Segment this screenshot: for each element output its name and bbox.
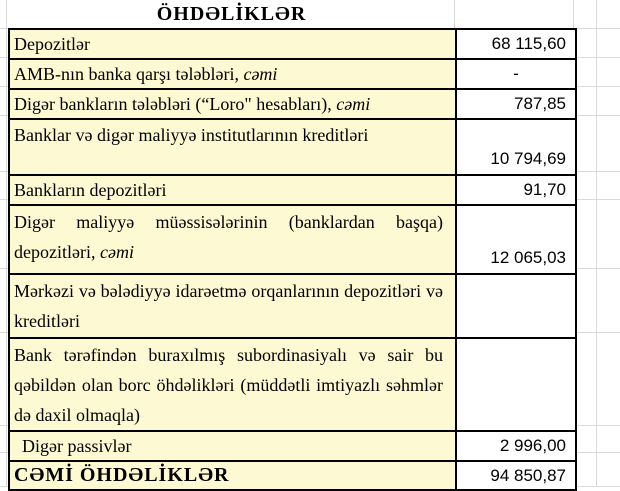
cell-label[interactable]: Mərkəzi və bələdiyyə idarəetmə orqanları… — [8, 273, 457, 339]
cell-label[interactable]: Bankların depozitləri — [8, 174, 457, 206]
cell-text-italic: cəmi — [336, 94, 371, 114]
cell-label[interactable]: Depozitlər — [8, 28, 457, 60]
cell-value[interactable]: 2 996,00 — [455, 430, 577, 462]
cell-label[interactable]: Digər passivlər — [8, 430, 457, 462]
cell-text-italic: cəmi — [243, 64, 278, 84]
cell-value[interactable]: 10 794,69 — [455, 118, 577, 176]
row-deposits: Depozitlər 68 115,60 — [8, 28, 577, 60]
cell-text: AMB-nın banka qarşı tələbləri, — [14, 64, 244, 84]
cell-label[interactable]: Digər bankların tələbləri (“Loro" hesabl… — [8, 88, 457, 120]
row-other-fin-deposits: Digər maliyyə müəssisələrinin (banklarda… — [8, 204, 577, 275]
cell-text: CƏMİ ÖHDƏLİKLƏR — [14, 464, 230, 486]
cell-value[interactable]: 94 850,87 — [455, 460, 577, 491]
row-total-liabilities: CƏMİ ÖHDƏLİKLƏR 94 850,87 — [8, 460, 577, 491]
cell-text-italic: cəmi — [99, 242, 134, 262]
row-bank-credits: Banklar və digər maliyyə institutlarının… — [8, 118, 577, 176]
row-amb-claims: AMB-nın banka qarşı tələbləri, cəmi - — [8, 58, 577, 90]
cell-label[interactable]: Banklar və digər maliyyə institutlarının… — [8, 118, 457, 176]
cell-text: Mərkəzi və bələdiyyə idarəetmə orqanları… — [14, 281, 443, 331]
row-subordinated-debt: Bank tərəfindən buraxılmış subordinasiya… — [8, 337, 577, 432]
liabilities-table: Depozitlər 68 115,60 AMB-nın banka qarşı… — [8, 28, 577, 491]
row-gov-deposits-credits: Mərkəzi və bələdiyyə idarəetmə orqanları… — [8, 273, 577, 339]
cell-label[interactable]: Digər maliyyə müəssisələrinin (banklarda… — [8, 204, 457, 275]
cell-label[interactable]: CƏMİ ÖHDƏLİKLƏR — [8, 460, 457, 491]
cell-text: Depozitlər — [14, 34, 90, 54]
row-other-liabilities: Digər passivlər 2 996,00 — [8, 430, 577, 462]
table-title: ÖHDƏLİKLƏR — [156, 3, 307, 25]
cell-value[interactable] — [455, 337, 577, 432]
table-title-cell[interactable]: ÖHDƏLİKLƏR — [8, 1, 455, 28]
cell-text: Bankların depozitləri — [14, 180, 167, 200]
cell-label[interactable]: AMB-nın banka qarşı tələbləri, cəmi — [8, 58, 457, 90]
gridline — [596, 0, 597, 487]
cell-value[interactable]: 68 115,60 — [455, 28, 577, 60]
cell-text: Banklar və digər maliyyə institutlarının… — [14, 125, 369, 145]
cell-text: Digər maliyyə müəssisələrinin (banklarda… — [14, 212, 443, 262]
gridline — [6, 0, 7, 487]
cell-text: Digər bankların tələbləri (“Loro" hesabl… — [14, 94, 337, 114]
row-bank-deposits: Bankların depozitləri 91,70 — [8, 174, 577, 206]
row-loro-accounts: Digər bankların tələbləri (“Loro" hesabl… — [8, 88, 577, 120]
cell-value[interactable]: 91,70 — [455, 174, 577, 206]
cell-value[interactable]: 787,85 — [455, 88, 577, 120]
cell-text: Bank tərəfindən buraxılmış subordinasiya… — [14, 345, 443, 425]
cell-value[interactable] — [455, 273, 577, 339]
cell-value[interactable]: - — [455, 58, 577, 90]
cell-value[interactable]: 12 065,03 — [455, 204, 577, 275]
cell-label[interactable]: Bank tərəfindən buraxılmış subordinasiya… — [8, 337, 457, 432]
cell-text: Digər passivlər — [22, 436, 132, 456]
